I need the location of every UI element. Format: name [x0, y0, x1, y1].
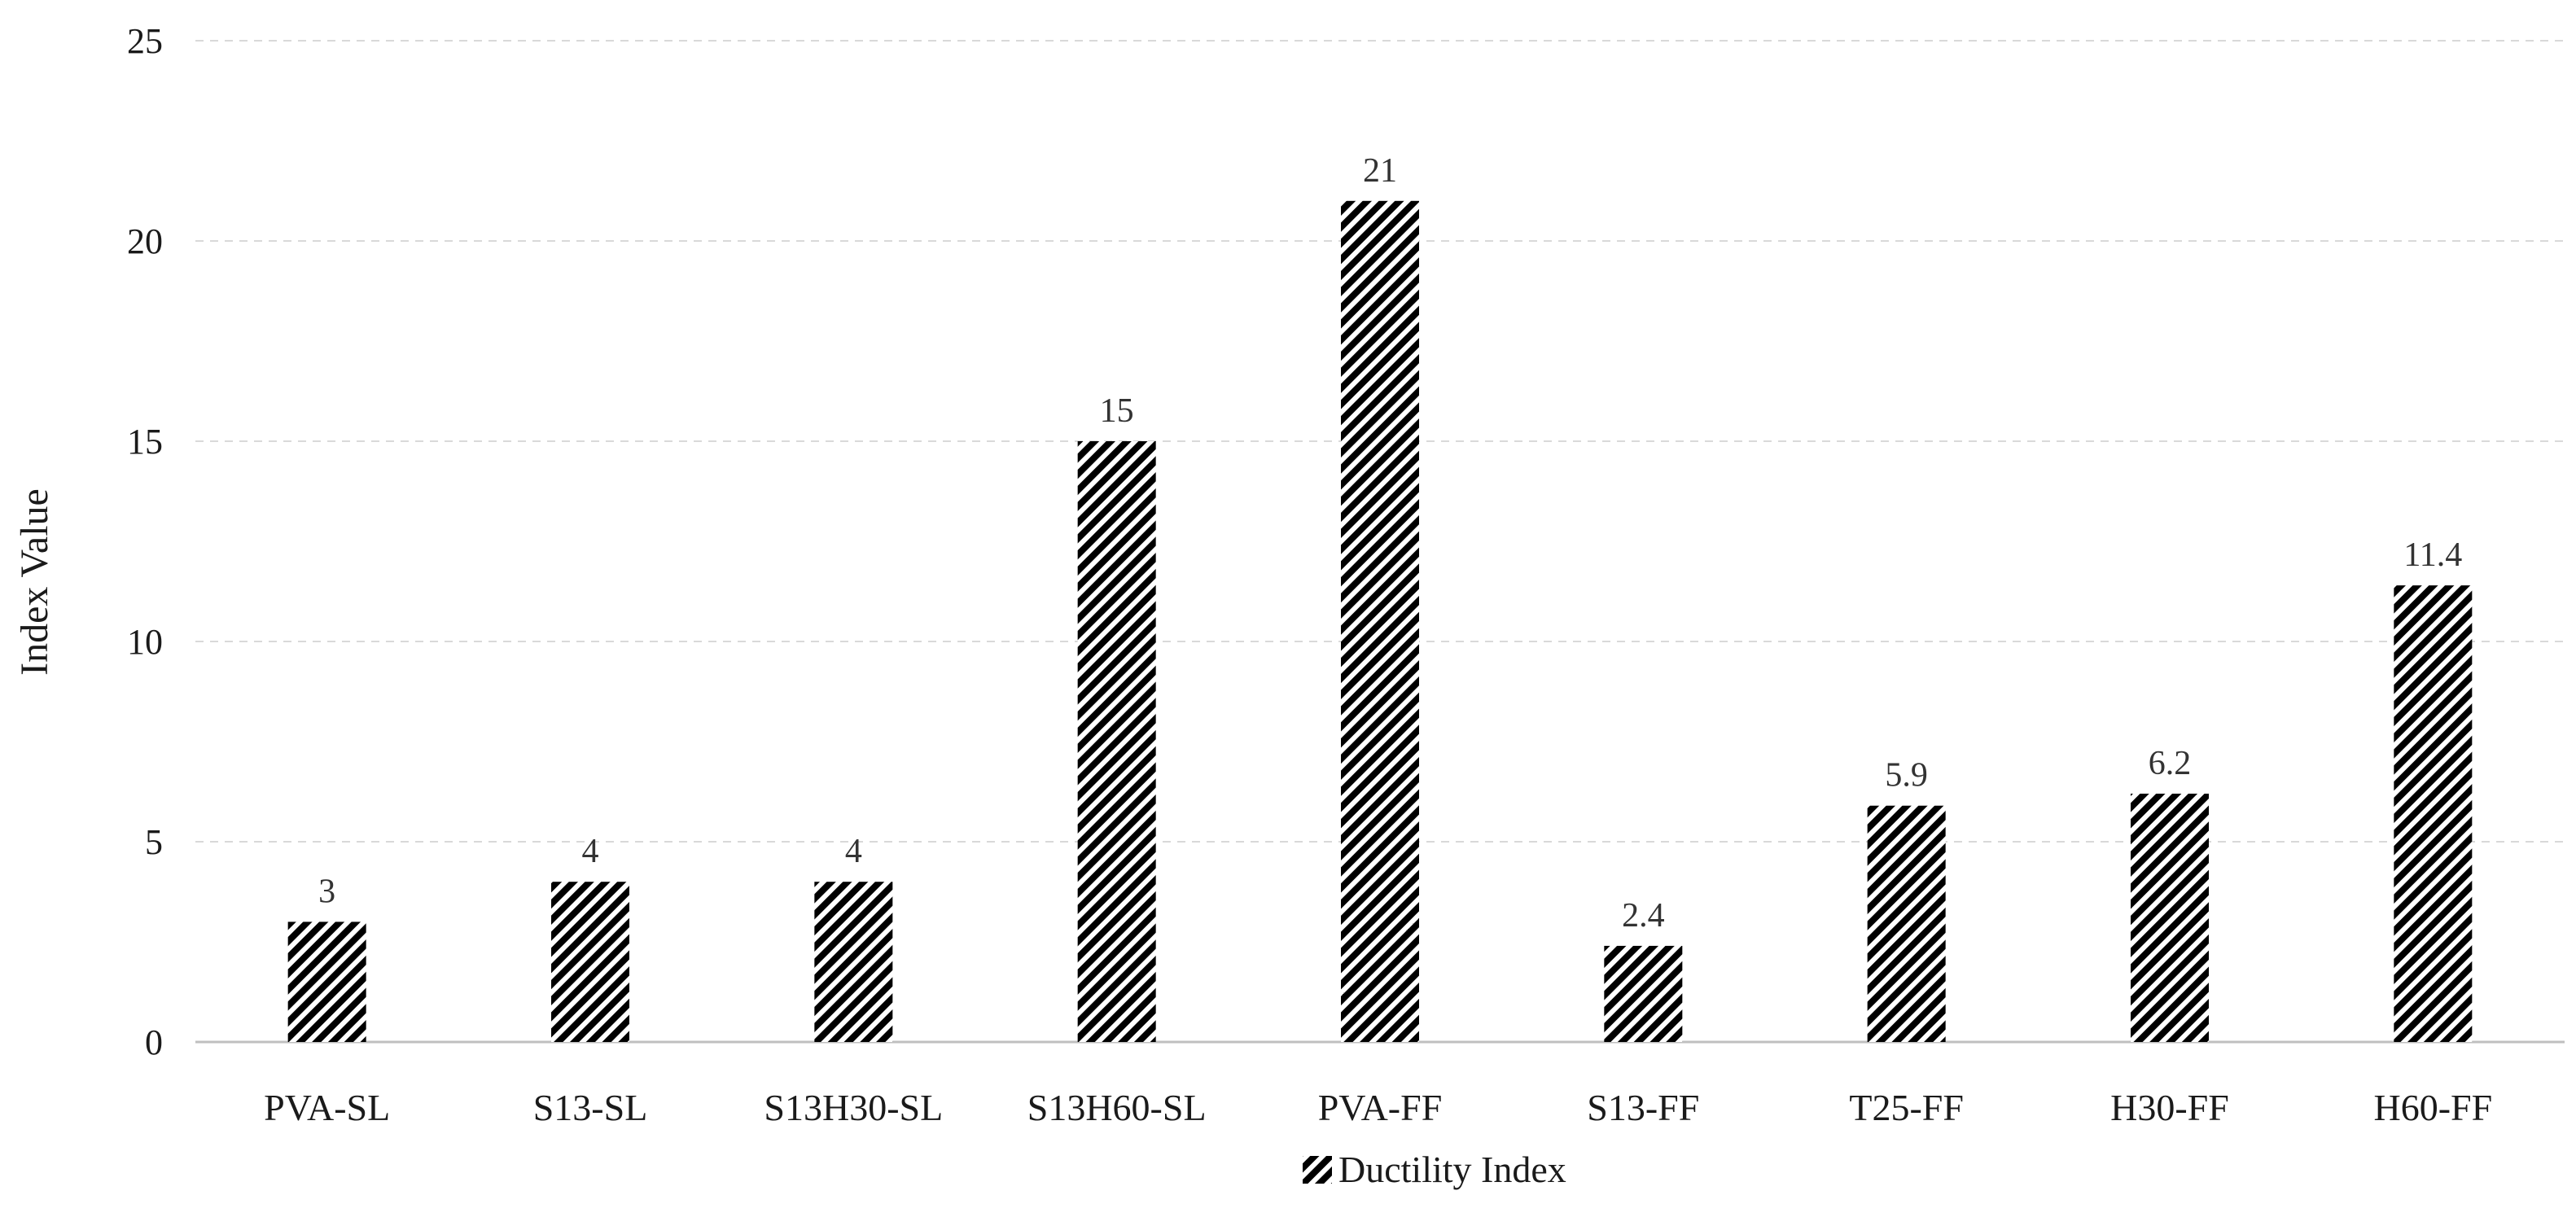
legend-swatch — [1303, 1156, 1332, 1184]
data-label: 2.4 — [1622, 897, 1665, 935]
legend: Ductility Index — [1303, 1149, 1566, 1190]
x-tick-label: T25-FF — [1849, 1087, 1964, 1128]
x-tick-label: PVA-FF — [1318, 1087, 1443, 1128]
bar — [1077, 441, 1156, 1042]
data-label: 4 — [845, 833, 862, 870]
x-tick-label: H30-FF — [2110, 1087, 2229, 1128]
y-axis-title: Index Value — [13, 488, 56, 676]
bar — [814, 882, 893, 1042]
x-tick-label: S13H60-SL — [1027, 1087, 1207, 1128]
legend-label: Ductility Index — [1338, 1149, 1566, 1190]
x-tick-label: S13H30-SL — [764, 1087, 943, 1128]
data-label: 3 — [318, 873, 335, 910]
y-tick-label: 20 — [127, 221, 163, 261]
y-tick-label: 15 — [127, 422, 163, 462]
data-label: 6.2 — [2149, 745, 2192, 782]
data-label: 21 — [1363, 152, 1397, 190]
bar — [2131, 793, 2209, 1042]
bar — [287, 922, 366, 1042]
x-tick-label: S13-SL — [533, 1087, 648, 1128]
data-label: 5.9 — [1885, 757, 1928, 795]
bar — [2394, 585, 2473, 1042]
data-label: 15 — [1100, 392, 1134, 430]
bar — [1604, 945, 1683, 1042]
x-tick-label: H60-FF — [2373, 1087, 2492, 1128]
data-label: 11.4 — [2403, 536, 2462, 574]
bar — [551, 882, 629, 1042]
y-tick-label: 10 — [127, 622, 163, 662]
bar — [1867, 805, 1946, 1042]
bar — [1341, 200, 1419, 1042]
data-labels: 3 4 4 15 21 2.4 5.9 6.2 11.4 — [318, 152, 2462, 935]
x-tick-label: PVA-SL — [264, 1087, 390, 1128]
y-tick-label: 0 — [145, 1022, 163, 1062]
data-label: 4 — [582, 833, 599, 870]
y-tick-label: 25 — [127, 21, 163, 61]
x-tick-label: S13-FF — [1587, 1087, 1699, 1128]
x-axis-ticks: PVA-SL S13-SL S13H30-SL S13H60-SL PVA-FF S13-… — [264, 1087, 2492, 1128]
bars — [287, 200, 2473, 1042]
y-axis-ticks: 0 5 10 15 20 25 — [127, 21, 163, 1062]
y-tick-label: 5 — [145, 822, 163, 862]
